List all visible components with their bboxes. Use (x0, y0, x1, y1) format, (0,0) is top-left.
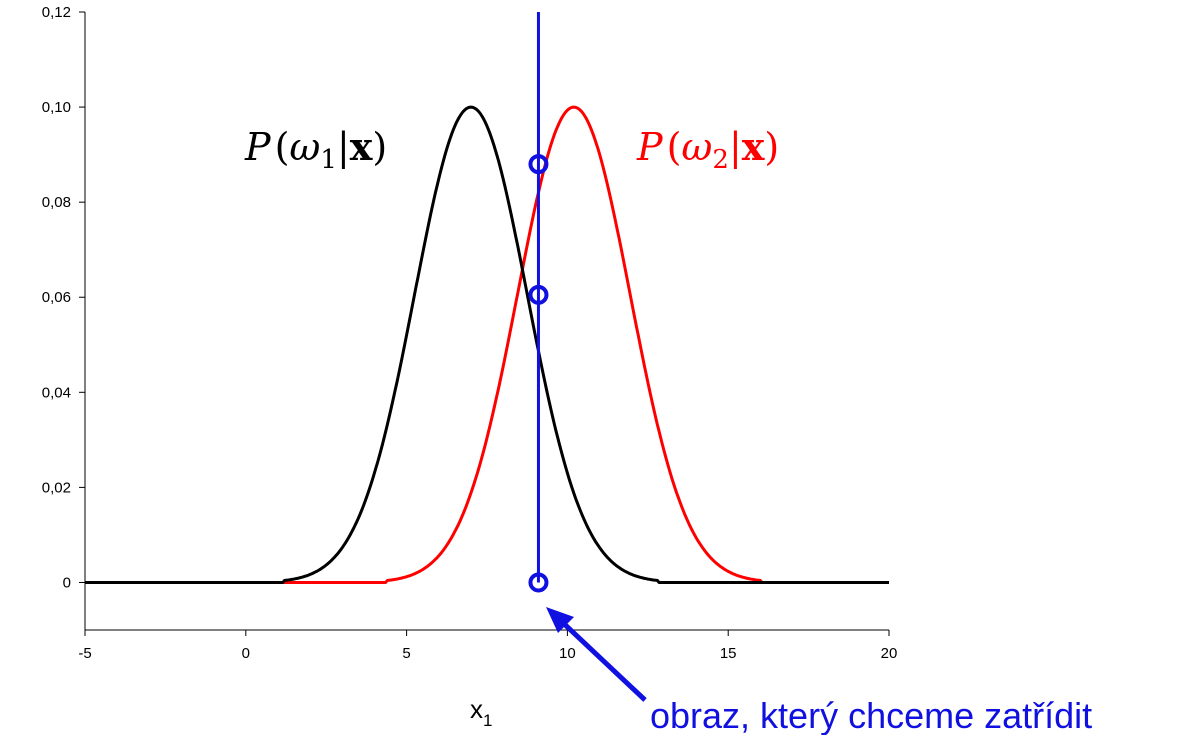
y-tick-label: 0,10 (42, 99, 71, 116)
y-tick-label: 0,08 (42, 194, 71, 211)
series-1-line (85, 105, 889, 584)
series-2-label: P (ω2|x) (636, 124, 779, 175)
y-tick-label: 0,06 (42, 289, 71, 306)
x-tick-label: 15 (720, 645, 737, 662)
series-1-label: P (ω1|x) (244, 124, 387, 175)
marker-circle (528, 284, 549, 305)
x-tick-label: -5 (78, 645, 91, 662)
y-tick-label: 0,02 (42, 479, 71, 496)
chart-axes (79, 11, 890, 636)
marker-circle (528, 572, 549, 593)
markers (528, 154, 549, 593)
series-2-line (85, 105, 889, 584)
marker-circle (528, 154, 549, 175)
annotation-arrow (546, 607, 647, 702)
x-tick-label: 10 (559, 645, 576, 662)
curves (85, 105, 889, 584)
y-tick-label: 0 (63, 574, 71, 591)
annotation-text: obraz, který chceme zatřídit (650, 695, 1092, 735)
y-tick-labels: 0 0,02 0,04 0,06 0,08 0,10 0,12 (42, 4, 71, 591)
x-tick-label: 5 (402, 645, 410, 662)
x-tick-label: 0 (242, 645, 250, 662)
x-tick-labels: -5 0 5 10 15 20 (78, 645, 897, 662)
y-tick-label: 0,12 (42, 4, 71, 21)
x-axis-label: x1 (470, 694, 492, 730)
y-tick-label: 0,04 (42, 384, 71, 401)
x-tick-label: 20 (881, 645, 898, 662)
